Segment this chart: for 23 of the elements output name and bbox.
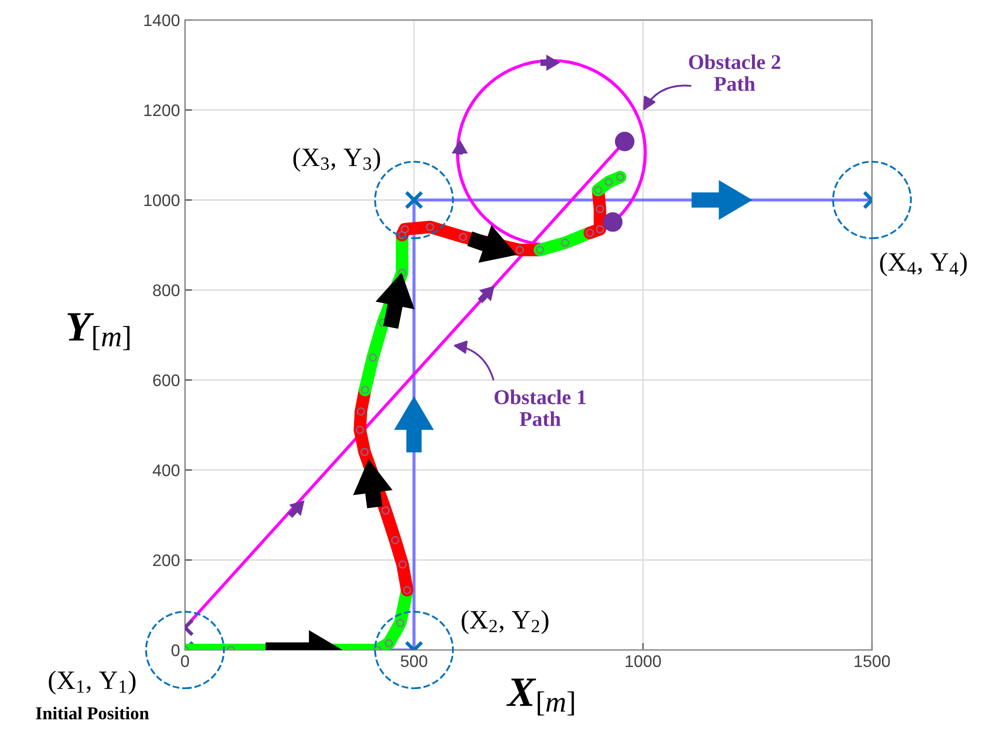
x-tick-label: 500 (400, 655, 428, 668)
y-tick-label: 1400 (144, 14, 180, 26)
annotation: Obstacle 2 Path (689, 54, 780, 91)
x-tick-label: 1500 (854, 655, 890, 668)
annotation: (X$_{2}$, Y$_{2}$) (462, 610, 548, 634)
y-tick-label: 400 (152, 464, 180, 476)
y-tick-label: 600 (153, 374, 180, 386)
x-axis-title: X$_{[m]}$ (506, 678, 574, 716)
text: (X$_{4}$, Y$_{4}$) (880, 252, 967, 276)
y-tick-label: 0 (172, 644, 180, 656)
text: (X$_{1}$, Y$_{1}$) (48, 670, 136, 695)
y-tick-label: 1200 (144, 104, 180, 116)
y-axis-title: Y$_{[m]}$ (68, 313, 130, 350)
text: Initial Position (36, 706, 149, 720)
point (614, 132, 634, 152)
y-tick-label: 200 (153, 554, 180, 566)
y-tick-label: 800 (153, 284, 180, 296)
x-tick-label: 0 (181, 655, 189, 668)
annotation: (X$_{3}$, Y$_{3}$) (293, 148, 380, 172)
x-tick-label: 1000 (626, 655, 661, 668)
annotation: Obstacle 1 Path (494, 390, 586, 426)
y-tick-label: 1000 (144, 194, 180, 206)
point (603, 212, 623, 232)
